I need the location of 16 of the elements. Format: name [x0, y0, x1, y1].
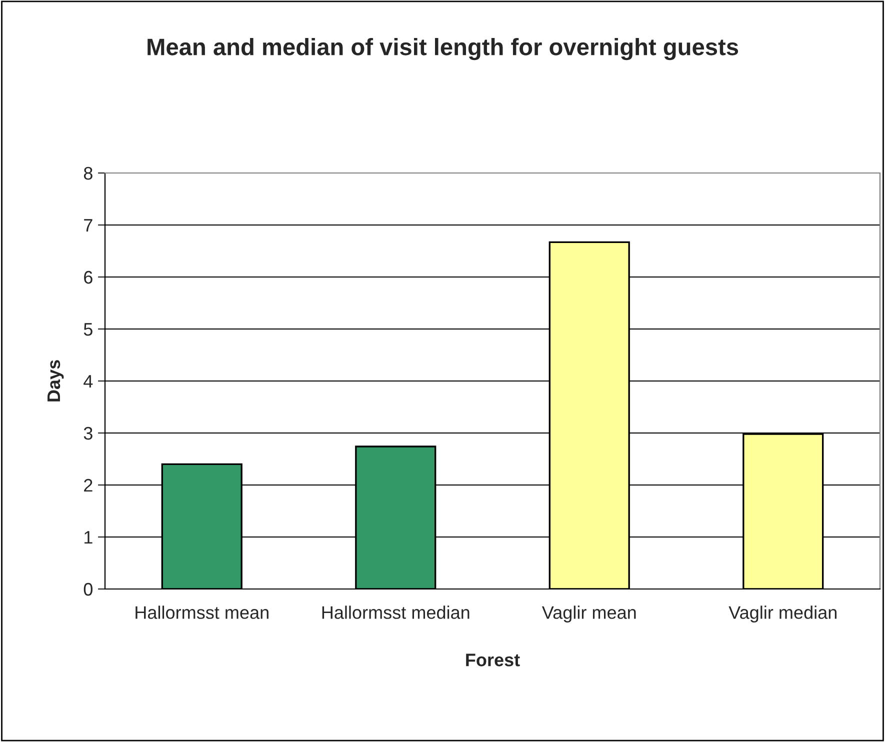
y-tick-label: 2	[84, 478, 92, 492]
x-tick-label: Vaglir median	[728, 606, 836, 622]
y-tick-label: 5	[84, 323, 92, 336]
x-tick-label: Vaglir mean	[542, 606, 636, 622]
y-tick-label: 8	[84, 166, 92, 180]
y-tick-label: 6	[84, 270, 92, 284]
y-tick-label: 4	[84, 375, 93, 388]
chart-title: Mean and median of visit length for overnight guests	[148, 38, 738, 60]
y-axis-title: Days	[48, 360, 64, 402]
y-tick-label: 0	[84, 582, 92, 596]
x-tick-label: Hallormsst mean	[136, 606, 268, 619]
x-tick-label: Hallormsst median	[322, 606, 470, 619]
y-tick-label: 1	[84, 531, 92, 544]
y-tick-label: 3	[84, 426, 92, 440]
y-tick-label: 7	[84, 219, 92, 232]
x-axis-title: Forest	[466, 654, 520, 666]
